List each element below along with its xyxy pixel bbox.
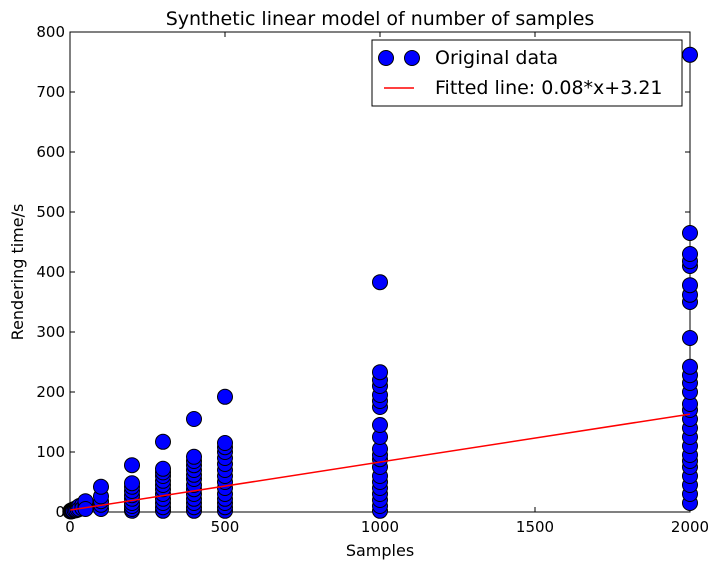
y-tick-label: 100 <box>36 443 65 461</box>
legend-label-fitted-line: Fitted line: 0.08*x+3.21 <box>435 77 663 99</box>
data-point <box>124 457 140 474</box>
y-axis-title: Rendering time/s <box>8 204 27 341</box>
data-point <box>155 460 171 477</box>
legend-marker-original-data <box>378 50 394 66</box>
x-tick-label: 1000 <box>361 518 399 536</box>
data-point <box>372 417 388 433</box>
data-point <box>682 330 698 346</box>
legend-marker-original-data <box>404 50 420 66</box>
y-tick-label: 300 <box>36 323 65 341</box>
data-point <box>186 411 202 427</box>
data-point <box>372 364 388 381</box>
y-axis-ticks: 0 100 200 300 400 500 600 700 800 <box>36 23 690 521</box>
x-tick-label: 0 <box>65 518 75 536</box>
data-point <box>124 475 140 492</box>
x-tick-label: 1500 <box>516 518 554 536</box>
data-point <box>682 277 698 294</box>
chart-title: Synthetic linear model of number of samp… <box>166 8 595 30</box>
data-point <box>155 433 171 450</box>
data-point <box>372 274 388 291</box>
y-tick-label: 0 <box>55 503 65 521</box>
y-tick-label: 800 <box>36 23 65 41</box>
legend-label-original-data: Original data <box>435 47 558 69</box>
y-tick-label: 700 <box>36 83 65 101</box>
x-tick-label: 500 <box>211 518 240 536</box>
data-point <box>93 478 109 495</box>
data-point <box>682 246 698 262</box>
y-tick-label: 500 <box>36 203 65 221</box>
data-point <box>217 435 233 451</box>
data-point <box>682 225 698 241</box>
x-axis-ticks: 0 500 1000 1500 2000 <box>65 32 709 536</box>
data-point <box>186 448 202 465</box>
legend: Original data Fitted line: 0.08*x+3.21 <box>371 39 683 107</box>
data-point <box>682 358 698 375</box>
x-axis-title: Samples <box>346 541 414 560</box>
legend-box <box>371 39 683 107</box>
y-tick-label: 400 <box>36 263 65 281</box>
y-tick-label: 600 <box>36 143 65 161</box>
data-point <box>217 388 233 405</box>
fitted-line-group <box>70 413 691 511</box>
scatter-points <box>62 46 698 520</box>
x-tick-label: 2000 <box>671 518 709 536</box>
fitted-line <box>70 413 691 511</box>
data-point <box>682 46 698 63</box>
y-tick-label: 200 <box>36 383 65 401</box>
